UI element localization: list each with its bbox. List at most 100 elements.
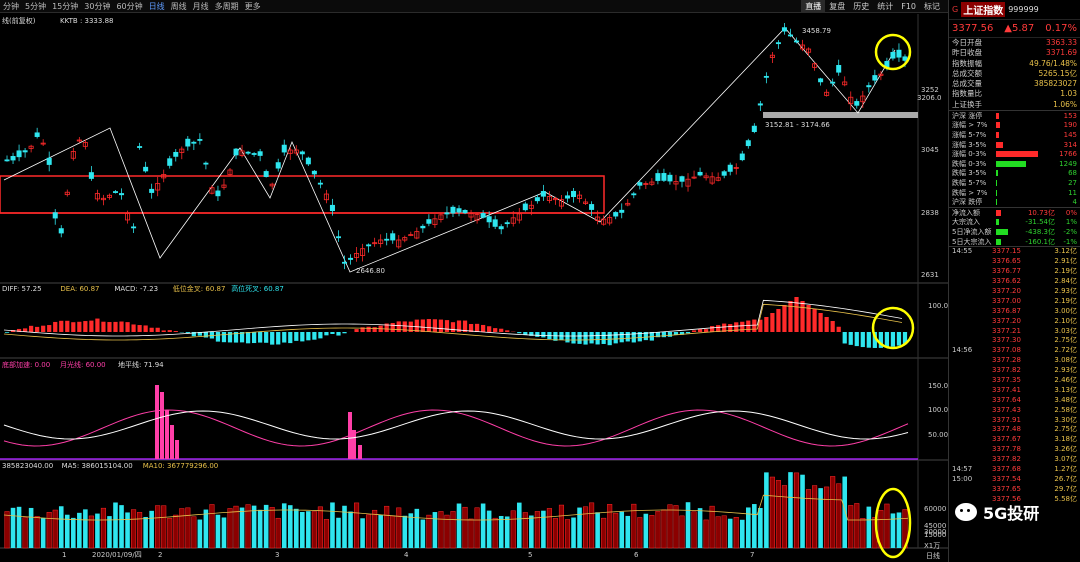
macd-bar	[607, 332, 612, 346]
candle-body	[589, 204, 595, 210]
tool-button-4[interactable]: F10	[901, 2, 916, 11]
volume-bar	[601, 517, 607, 549]
tick-row[interactable]: 3376.77 2.19亿	[949, 267, 1080, 277]
candle-body	[106, 194, 112, 198]
volume-bar	[287, 505, 293, 548]
macd-bar	[396, 321, 401, 332]
quote-value: 1.03	[1060, 89, 1077, 99]
tool-button-3[interactable]: 统计	[877, 2, 894, 11]
volume-bar	[414, 508, 420, 548]
tick-row[interactable]: 3376.65 2.91亿	[949, 257, 1080, 267]
dist-label: 涨幅 0-3%	[952, 150, 987, 159]
tool-button-1[interactable]: 复盘	[829, 2, 846, 11]
macd-bar	[203, 332, 209, 338]
tick-row[interactable]: 3377.91 3.30亿	[949, 416, 1080, 426]
tick-price: 3376.62	[992, 277, 1021, 286]
vol-ma-line	[3, 494, 909, 521]
tick-row[interactable]: 3377.00 2.19亿	[949, 297, 1080, 307]
volume-bar	[685, 502, 691, 548]
volume-bar	[408, 513, 414, 548]
volume-bar	[185, 507, 191, 549]
vol-legend: MA10: 367779296.00	[143, 462, 219, 470]
macd-bar	[107, 322, 112, 332]
macd-bar	[474, 323, 480, 332]
period-tab-0[interactable]: 分钟	[3, 1, 19, 11]
tick-row[interactable]: 3376.62 2.84亿	[949, 277, 1080, 287]
volume-bar	[613, 512, 619, 549]
period-tab-3[interactable]: 30分钟	[84, 1, 111, 11]
candle-body	[480, 213, 486, 218]
tick-row[interactable]: 14:55 3377.15 3.12亿	[949, 247, 1080, 257]
period-tab-6[interactable]: 周线	[170, 1, 187, 11]
tick-row[interactable]: 3377.67 3.18亿	[949, 435, 1080, 445]
tick-row[interactable]: 3377.56 5.58亿	[949, 495, 1080, 505]
macd-bar	[800, 301, 805, 332]
macd-bar	[517, 332, 522, 334]
tick-row[interactable]: 3377.20 2.10亿	[949, 317, 1080, 327]
volume-bar	[577, 507, 582, 548]
macd-bar	[414, 319, 419, 332]
macd-bar	[872, 332, 877, 348]
volume-bar	[233, 505, 239, 549]
period-tab-7[interactable]: 月线	[192, 1, 209, 11]
candle-body	[800, 44, 806, 50]
macd-bar	[330, 332, 335, 335]
volume-bar	[28, 507, 34, 548]
tick-row[interactable]: 3377.20 2.93亿	[949, 287, 1080, 297]
tick-row[interactable]: 3377.35 2.46亿	[949, 376, 1080, 386]
macd-bar	[788, 301, 793, 332]
volume-bar	[88, 515, 94, 549]
macd-bar	[541, 332, 546, 338]
tool-button-2[interactable]: 历史	[853, 2, 870, 11]
tick-row[interactable]: 3377.65 29.7亿	[949, 485, 1080, 495]
dist-label: 沪深 跌停	[952, 198, 983, 207]
period-tab-5[interactable]: 日线	[148, 1, 165, 11]
volume-bar	[522, 512, 528, 549]
candle-body	[498, 226, 504, 230]
tick-row[interactable]: 14:56 3377.08 2.72亿	[949, 346, 1080, 356]
tick-amount: 3.48亿	[1054, 395, 1077, 404]
period-tab-2[interactable]: 15分钟	[52, 1, 79, 11]
vol-axis-label: X1万	[924, 542, 940, 550]
tick-row[interactable]: 15:00 3377.54 26.7亿	[949, 475, 1080, 485]
tick-amount: 3.26亿	[1054, 445, 1077, 454]
period-tab-1[interactable]: 5分钟	[25, 1, 47, 11]
candle-body	[112, 191, 119, 193]
flow-row: 大宗流入 -31.54亿 1%	[949, 218, 1080, 228]
tick-list[interactable]: 14:55 3377.15 3.12亿 3376.65 2.91亿 3376.77 2.19…	[949, 247, 1080, 504]
tick-row[interactable]: 3377.82 2.93亿	[949, 366, 1080, 376]
macd-bar	[372, 327, 377, 332]
tick-row[interactable]: 14:57 3377.68 1.27亿	[949, 465, 1080, 475]
period-tab-8[interactable]: 多周期	[214, 1, 239, 11]
macd-bar	[770, 313, 775, 332]
dist-bar	[996, 112, 999, 119]
volume-bar	[709, 505, 715, 549]
tick-row[interactable]: 3377.21 3.03亿	[949, 327, 1080, 337]
tick-row[interactable]: 3377.78 3.26亿	[949, 445, 1080, 455]
tick-row[interactable]: 3377.48 2.75亿	[949, 425, 1080, 435]
candle-body	[444, 212, 450, 215]
fund-flow: 净流入额 10.73亿 0% 大宗流入 -31.54亿 1% 5日净流入额 -438.3亿 -2…	[949, 208, 1080, 246]
macd-bar	[270, 332, 275, 345]
tool-button-5[interactable]: 标记	[924, 2, 940, 11]
tick-row[interactable]: 3377.82 3.07亿	[949, 455, 1080, 465]
tool-button-0[interactable]: 直播	[801, 0, 826, 13]
tick-row[interactable]: 3376.87 3.00亿	[949, 307, 1080, 317]
ind2-axis-label: 150.0	[928, 382, 948, 390]
kline-chart[interactable]: 线(前复权) KKTB : 3333.88 3458.79 2646.80 3152.8…	[0, 0, 948, 562]
tick-row[interactable]: 3377.28 3.08亿	[949, 356, 1080, 366]
candle-body	[655, 173, 661, 181]
volume-bar	[263, 504, 269, 548]
candle-body	[818, 78, 824, 83]
flow-row: 5日净流入额 -438.3亿 -2%	[949, 227, 1080, 237]
tick-row[interactable]: 3377.30 2.75亿	[949, 336, 1080, 346]
tick-row[interactable]: 3377.41 3.13亿	[949, 386, 1080, 396]
period-tab-9[interactable]: 更多	[244, 1, 261, 11]
period-tab-4[interactable]: 60分钟	[116, 1, 143, 11]
tick-row[interactable]: 3377.43 2.58亿	[949, 406, 1080, 416]
candle-body	[221, 184, 227, 188]
ind2-spike	[155, 385, 159, 459]
volume-bar	[800, 474, 805, 548]
tick-row[interactable]: 3377.64 3.48亿	[949, 396, 1080, 406]
candle-body	[504, 222, 510, 225]
